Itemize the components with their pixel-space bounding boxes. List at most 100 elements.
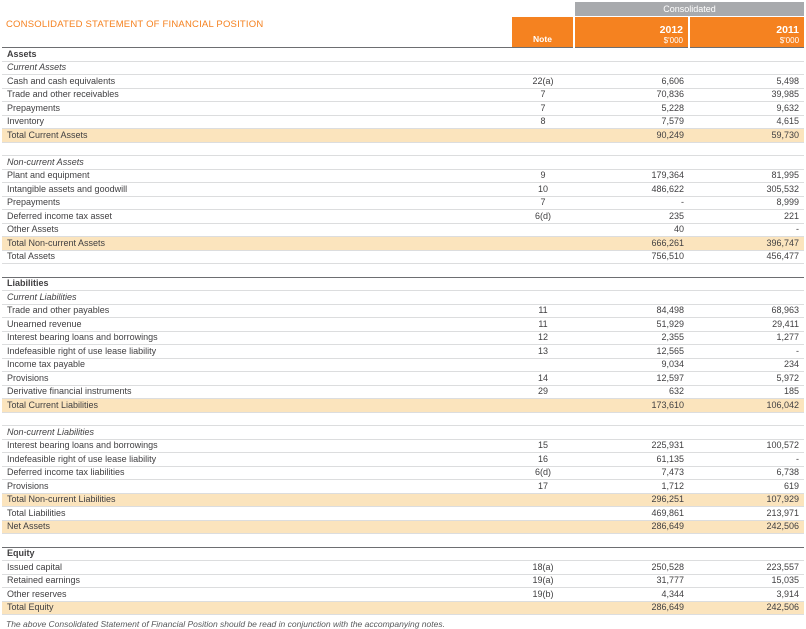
value-2011: 39,985 [689,88,805,102]
spacer-cell [2,264,804,278]
row-note: 19(b) [512,587,574,602]
row-note [512,290,574,305]
value-2012: 173,610 [574,398,689,413]
value-2011: 81,995 [689,169,805,183]
row-note: 17 [512,479,574,494]
table-row: Liabilities [2,276,805,291]
spacer-cell [2,142,804,156]
note-column-header: Note [512,16,574,48]
value-2012: 51,929 [574,317,689,332]
table-row: Interest bearing loans and borrowings 15 2… [2,439,805,453]
value-2011: 8,999 [689,196,805,210]
value-2011 [689,60,805,75]
row-label: Current Assets [2,60,512,75]
spacer-row [2,534,804,548]
value-2011 [689,47,805,62]
year-label-2012: 2012 [659,24,683,36]
row-note [512,250,574,264]
row-label: Assets [2,47,512,62]
value-2011: 242,506 [689,520,805,534]
table-body: Assets Current Assets Cash and cash equiva… [2,47,805,615]
spacer-cell [2,534,804,548]
table-row: Intangible assets and goodwill 10 486,622 3… [2,182,805,197]
row-label: Inventory [2,115,512,129]
row-label: Provisions [2,371,512,386]
value-2012: 40 [574,223,689,237]
value-2012 [574,155,689,170]
value-2011 [689,546,805,561]
table-row: Current Liabilities [2,290,805,305]
row-label: Total Equity [2,601,512,615]
table-row: Net Assets 286,649 242,506 [2,520,805,534]
table-row: Indefeasible right of use lease liabilit… [2,452,805,467]
row-note: 9 [512,169,574,183]
row-label: Total Non-current Assets [2,236,512,251]
value-2012: 286,649 [574,520,689,534]
value-2011: - [689,452,805,467]
value-2012: 286,649 [574,601,689,615]
value-2011: 396,747 [689,236,805,251]
value-2012: 7,473 [574,466,689,480]
row-note: 14 [512,371,574,386]
table-row: Derivative financial instruments 29 632 185 [2,385,805,399]
value-2012 [574,290,689,305]
value-2012: 666,261 [574,236,689,251]
note-header-spacer [512,2,574,17]
value-2012: 486,622 [574,182,689,197]
row-note [512,546,574,561]
value-2012: 296,251 [574,493,689,507]
row-note [512,506,574,521]
value-2011: 4,615 [689,115,805,129]
row-note: 13 [512,344,574,359]
table-row: Total Non-current Assets 666,261 396,747 [2,236,805,251]
value-2012 [574,47,689,62]
table-row: Total Equity 286,649 242,506 [2,601,805,615]
value-2011: - [689,344,805,359]
table-row: Other Assets 40- [2,223,805,237]
row-label: Indefeasible right of use lease liabilit… [2,344,512,359]
value-2011: 100,572 [689,439,805,453]
row-note: 6(d) [512,209,574,224]
row-note [512,236,574,251]
value-2012: 31,777 [574,574,689,588]
value-2012: 61,135 [574,452,689,467]
table-row: Non-current Liabilities [2,425,805,440]
row-note [512,601,574,615]
value-2012: 12,565 [574,344,689,359]
value-2012: 5,228 [574,101,689,116]
value-2011: 6,738 [689,466,805,480]
row-label: Prepayments [2,196,512,210]
table-row: Prepayments 7 5,228 9,632 [2,101,805,116]
table-row: Total Non-current Liabilities 296,251 107,… [2,493,805,507]
row-label: Deferred income tax asset [2,209,512,224]
table-row: Assets [2,47,805,62]
unit-label-2012: $'000 [663,36,683,45]
table-row: Total Current Assets 90,249 59,730 [2,128,805,143]
value-2012: 9,034 [574,358,689,372]
value-2011: 456,477 [689,250,805,264]
value-2012 [574,276,689,291]
table-row: Inventory 8 7,579 4,615 [2,115,805,129]
row-label: Net Assets [2,520,512,534]
row-label: Derivative financial instruments [2,385,512,399]
value-2012 [574,546,689,561]
row-label: Non-current Assets [2,155,512,170]
row-label: Other Assets [2,223,512,237]
value-2011: - [689,223,805,237]
table-row: Provisions 14 12,597 5,972 [2,371,805,386]
value-2011 [689,425,805,440]
row-note: 8 [512,115,574,129]
table-row: Provisions 17 1,712 619 [2,479,805,494]
table-row: Income tax payable 9,034 234 [2,358,805,372]
row-note [512,398,574,413]
row-note: 10 [512,182,574,197]
row-note: 7 [512,88,574,102]
table-row: Deferred income tax asset 6(d) 235 221 [2,209,805,224]
row-label: Prepayments [2,101,512,116]
table-row: Total Assets 756,510 456,477 [2,250,805,264]
value-2011: 59,730 [689,128,805,143]
row-note [512,520,574,534]
row-label: Cash and cash equivalents [2,74,512,89]
row-label: Non-current Liabilities [2,425,512,440]
table-row: Unearned revenue 11 51,929 29,411 [2,317,805,332]
